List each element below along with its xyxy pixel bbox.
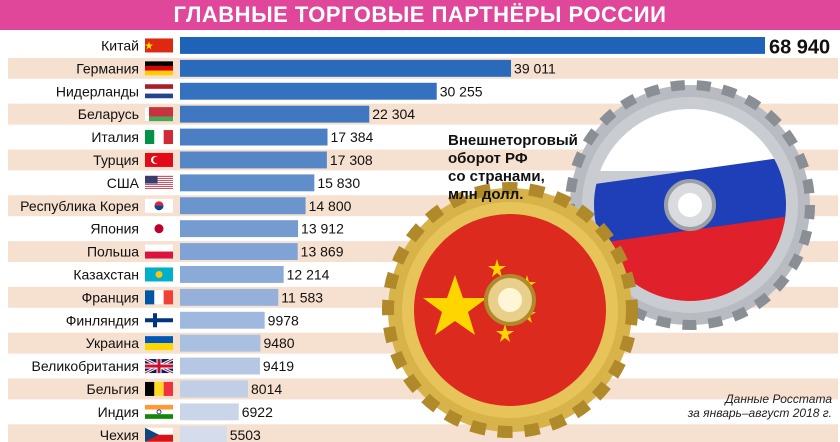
chart-title: ГЛАВНЫЕ ТОРГОВЫЕ ПАРТНЁРЫ РОССИИ (173, 2, 667, 27)
value-label: 30 255 (440, 83, 483, 99)
country-label: Польша (87, 244, 139, 260)
value-label: 5503 (230, 427, 261, 442)
gears-illustration (382, 80, 815, 438)
bar (180, 334, 261, 352)
bar (180, 197, 306, 215)
country-label: Финляндия (66, 312, 139, 328)
legend-caption: Внешнеторговый оборот РФ со странами, мл… (448, 132, 578, 203)
bar (180, 82, 437, 100)
country-label: Казахстан (73, 266, 139, 282)
country-label: Индия (98, 404, 139, 420)
value-label: 12 214 (287, 266, 330, 282)
value-label: 11 583 (281, 289, 323, 305)
italy-flag-icon (145, 130, 173, 145)
value-label: 14 800 (309, 198, 352, 214)
bar (180, 220, 299, 238)
value-label: 9419 (263, 358, 294, 374)
bar (180, 128, 328, 146)
country-label: Беларусь (78, 106, 139, 122)
bar (180, 174, 315, 192)
country-label: Франция (82, 289, 139, 305)
source-note: Данные Росстата за январь–август 2018 г. (688, 392, 832, 420)
south-korea-flag-icon (145, 198, 173, 213)
country-labels: Китай Германия Нидерланды Беларусь Италия Тур… (20, 37, 140, 442)
germany-flag-icon (145, 61, 173, 76)
country-label: Италия (91, 129, 139, 145)
value-label: 17 384 (331, 129, 374, 145)
bar (180, 37, 765, 54)
japan-flag-icon (145, 221, 173, 236)
value-label: 17 308 (330, 152, 373, 168)
country-label: Украина (86, 335, 140, 351)
flag-icons (144, 38, 174, 442)
value-label: 8014 (251, 381, 282, 397)
ukraine-flag-icon (145, 336, 173, 351)
country-label: Япония (90, 221, 139, 237)
india-flag-icon (145, 404, 173, 419)
country-label: Китай (101, 37, 139, 53)
bar (180, 311, 265, 329)
country-label: Великобритания (31, 358, 139, 374)
france-flag-icon (145, 290, 173, 305)
source-line-1: Данные Росстата (725, 392, 832, 406)
bar (180, 403, 239, 421)
value-label: 9978 (268, 312, 299, 328)
bar (180, 288, 279, 306)
chinese-flag-gear-icon (382, 182, 638, 438)
bar (180, 266, 284, 283)
kazakhstan-flag-icon (145, 267, 173, 282)
country-label: Турция (93, 152, 139, 168)
bar (180, 105, 370, 123)
country-label: Нидерланды (56, 83, 139, 99)
finland-flag-icon (145, 313, 173, 328)
value-label: 13 912 (301, 221, 344, 237)
bar (180, 59, 512, 77)
bar (180, 426, 227, 442)
value-label: 6922 (242, 404, 273, 420)
country-label: Чехия (100, 427, 139, 442)
country-label: Республика Корея (20, 198, 139, 214)
value-label: 9480 (263, 335, 294, 351)
source-line-2: за январь–август 2018 г. (687, 406, 832, 420)
bar (180, 357, 260, 375)
title-bar: ГЛАВНЫЕ ТОРГОВЫЕ ПАРТНЁРЫ РОССИИ (0, 0, 840, 30)
bar (180, 151, 327, 169)
value-label: 39 011 (514, 60, 556, 76)
value-label: 15 830 (317, 175, 360, 191)
turkey-flag-icon (145, 152, 173, 167)
country-label: Германия (76, 60, 139, 76)
poland-flag-icon (145, 244, 173, 259)
country-label: США (107, 175, 140, 191)
usa-flag-icon (145, 175, 173, 190)
bar (180, 380, 249, 398)
bar (180, 243, 298, 260)
uk-flag-icon (144, 357, 174, 375)
belgium-flag-icon (145, 381, 173, 396)
bars (180, 37, 765, 442)
country-label: Бельгия (87, 381, 139, 397)
value-label: 68 940 (769, 36, 830, 58)
value-label: 13 869 (301, 244, 344, 260)
russian-flag-gear-icon (565, 80, 815, 330)
value-labels: 68 940 39 011 30 255 22 304 17 384 17 308 15 8… (230, 36, 830, 442)
value-label: 22 304 (372, 106, 415, 122)
china-flag-icon (145, 38, 173, 53)
netherlands-flag-icon (145, 84, 173, 99)
belarus-flag-icon (145, 107, 173, 122)
czech-flag-icon (145, 427, 173, 442)
